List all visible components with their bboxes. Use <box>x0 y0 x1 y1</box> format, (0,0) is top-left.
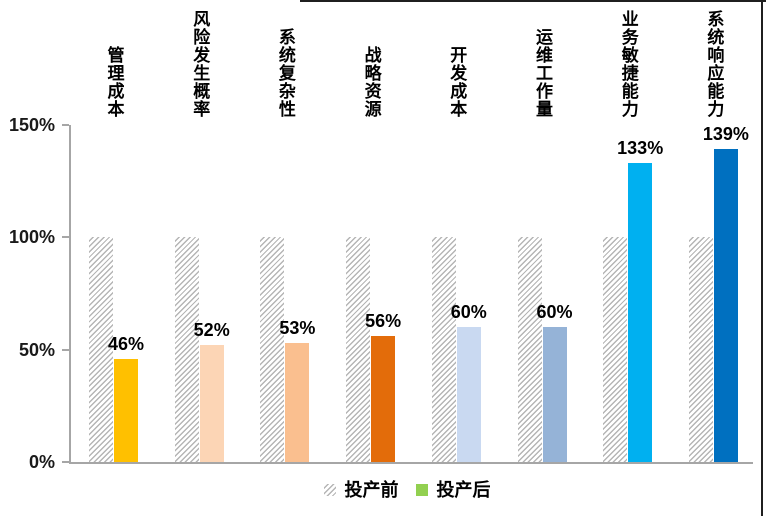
category-label-2: 风险发生概率 <box>190 10 210 118</box>
legend-swatch-after <box>415 484 428 496</box>
value-label-7: 133% <box>617 137 664 158</box>
y-axis-tick-label: 150% <box>8 114 55 135</box>
bar-after-2 <box>199 345 224 462</box>
top-border-line <box>300 0 766 2</box>
y-axis-tick-label: 50% <box>18 339 55 360</box>
y-axis-tick-mark <box>62 123 69 126</box>
bar-before-7 <box>603 237 628 462</box>
bar-before-5 <box>431 237 456 462</box>
legend-label-after: 投产后 <box>436 480 491 500</box>
bar-after-1 <box>114 358 138 462</box>
category-label-6: 运维工作量 <box>533 28 552 118</box>
bar-after-7 <box>628 162 653 462</box>
y-axis-tick-label: 100% <box>8 227 55 247</box>
legend-label-before: 投产前 <box>344 480 399 500</box>
category-label-4: 战略资源 <box>361 46 381 118</box>
x-axis-line <box>69 462 753 464</box>
value-label-1: 46% <box>107 333 145 354</box>
y-axis-tick-mark <box>62 236 69 238</box>
bar-after-5 <box>456 327 481 462</box>
legend-swatch-before <box>323 484 336 496</box>
bar-before-8 <box>688 237 713 462</box>
value-label-6: 60% <box>536 302 573 322</box>
category-label-8: 系统响应能力 <box>704 10 724 118</box>
category-label-1: 管理成本 <box>104 46 124 118</box>
y-axis-line <box>69 124 71 462</box>
bar-before-4 <box>346 237 371 462</box>
value-label-8: 139% <box>702 124 749 145</box>
bar-before-6 <box>517 237 542 462</box>
value-label-3: 53% <box>279 317 316 338</box>
category-label-5: 开发成本 <box>447 46 467 118</box>
value-label-5: 60% <box>450 302 487 322</box>
right-border-line <box>761 0 763 516</box>
bar-after-6 <box>542 327 567 462</box>
category-label-3: 系统复杂性 <box>275 28 295 118</box>
y-axis-tick-mark <box>62 461 69 463</box>
bar-before-1 <box>89 237 113 462</box>
legend: 投产前 投产后 <box>69 479 753 501</box>
category-label-7: 业务敏捷能力 <box>618 10 638 118</box>
y-axis-tick-mark <box>62 348 69 351</box>
bar-before-3 <box>260 237 285 462</box>
y-axis-tick-label: 0% <box>28 452 55 472</box>
value-label-4: 56% <box>365 311 402 331</box>
bar-before-2 <box>174 237 199 462</box>
value-label-2: 52% <box>193 320 230 340</box>
bar-after-8 <box>713 149 738 462</box>
bar-after-3 <box>285 342 310 462</box>
bar-after-4 <box>371 336 396 462</box>
